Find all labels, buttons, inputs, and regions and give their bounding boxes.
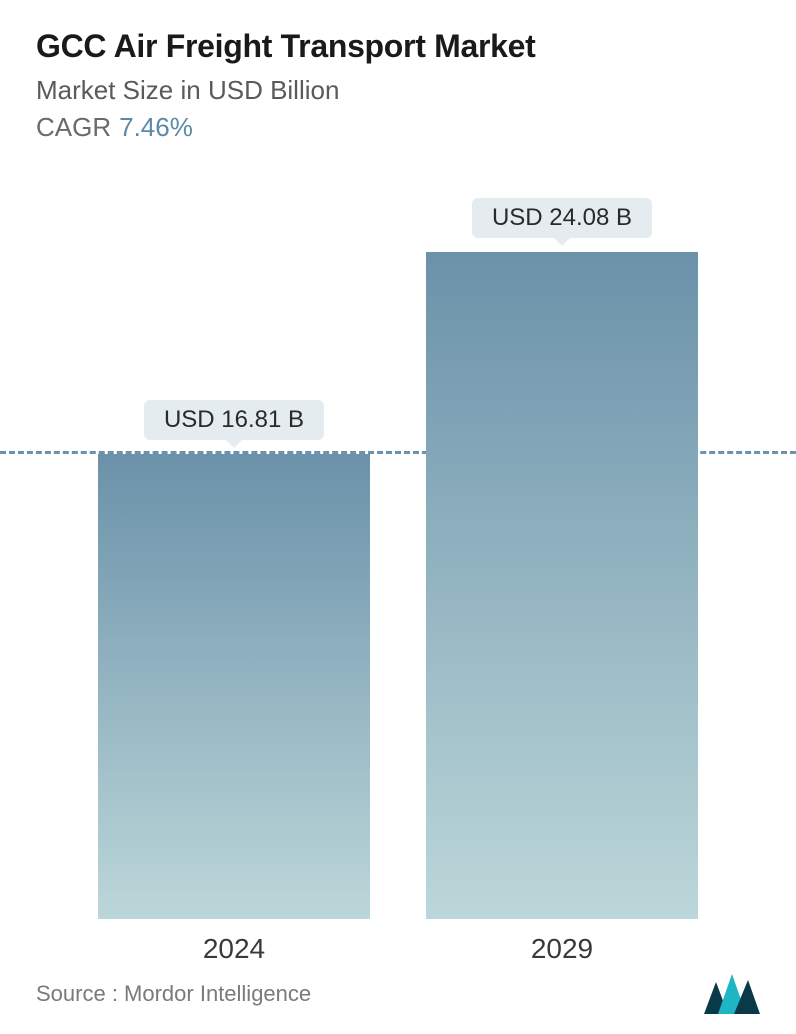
year-label: 2029 — [426, 933, 698, 965]
chart-subtitle: Market Size in USD Billion — [36, 75, 760, 106]
year-label: 2024 — [98, 933, 370, 965]
cagr-value: 7.46% — [119, 112, 193, 142]
cagr-row: CAGR 7.46% — [36, 112, 760, 143]
source-text: Source : Mordor Intelligence — [36, 981, 311, 1007]
chart-area: USD 16.81 B2024USD 24.08 B2029 — [36, 199, 760, 919]
value-label: USD 16.81 B — [144, 400, 324, 440]
bars-container: USD 16.81 B2024USD 24.08 B2029 — [36, 199, 760, 919]
logo-icon — [704, 974, 760, 1014]
footer: Source : Mordor Intelligence — [36, 974, 760, 1014]
bar — [426, 252, 698, 919]
value-label: USD 24.08 B — [472, 198, 652, 238]
bar-group: USD 16.81 B2024 — [98, 454, 370, 920]
cagr-label: CAGR — [36, 112, 111, 142]
bar — [98, 454, 370, 920]
bar-group: USD 24.08 B2029 — [426, 252, 698, 919]
chart-title: GCC Air Freight Transport Market — [36, 28, 760, 65]
